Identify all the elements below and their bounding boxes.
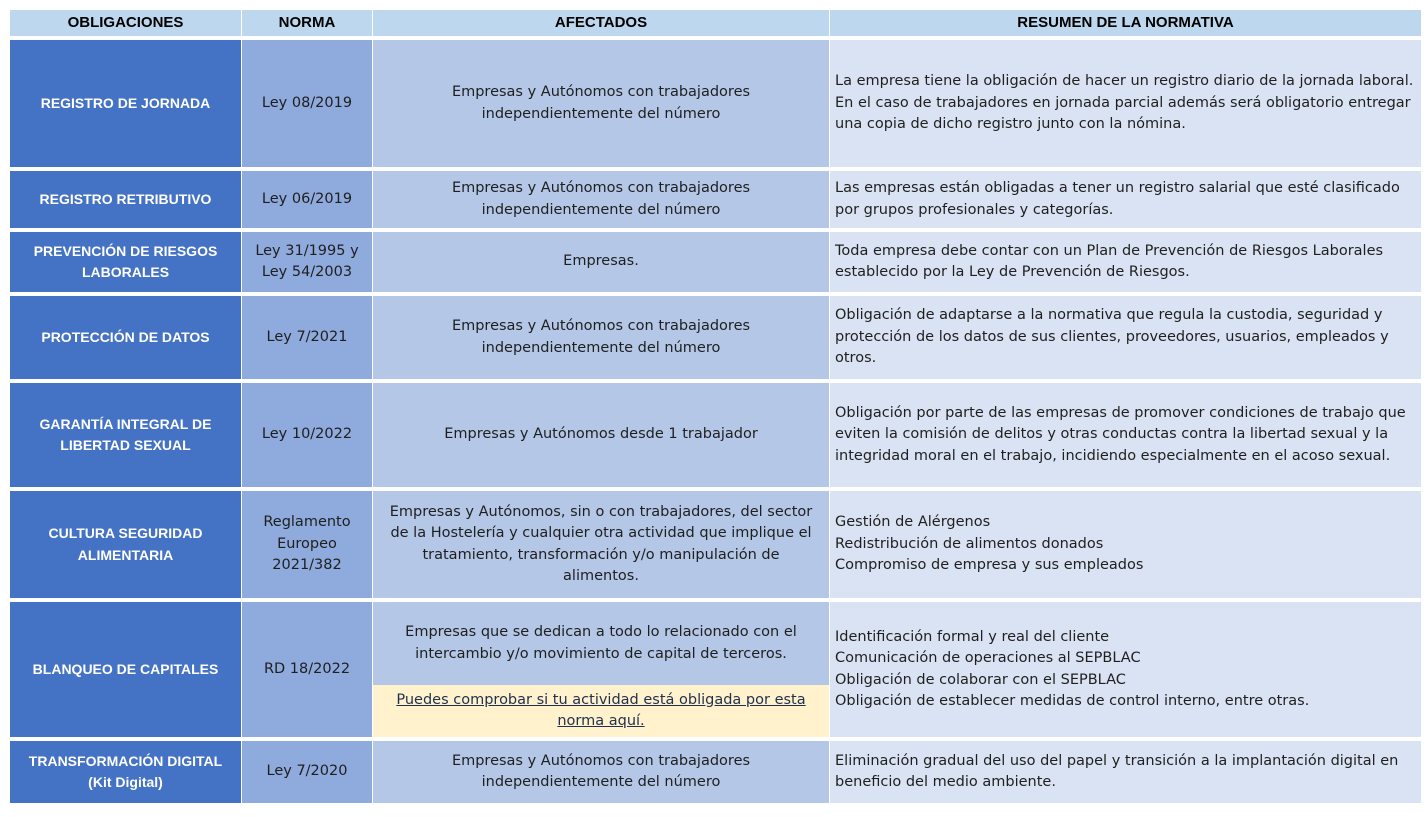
resumen-cell: Identificación formal y real del cliente… bbox=[830, 602, 1421, 737]
header-norma: NORMA bbox=[242, 10, 372, 36]
afectados-text: Empresas que se dedican a todo lo relaci… bbox=[405, 624, 797, 662]
norma-cell: Ley 7/2020 bbox=[242, 741, 372, 803]
resumen-cell: La empresa tiene la obligación de hacer … bbox=[830, 40, 1421, 167]
resumen-cell: Las empresas están obligadas a tener un … bbox=[830, 171, 1421, 228]
obligacion-cell: PREVENCIÓN DE RIESGOS LABORALES bbox=[10, 232, 241, 292]
resumen-cell: Gestión de Alérgenos Redistribución de a… bbox=[830, 491, 1421, 598]
obligacion-cell: PROTECCIÓN DE DATOS bbox=[10, 296, 241, 379]
norma-cell: RD 18/2022 bbox=[242, 602, 372, 737]
norma-cell: Ley 31/1995 y Ley 54/2003 bbox=[242, 232, 372, 292]
header-afectados: AFECTADOS bbox=[373, 10, 829, 36]
obligacion-cell: REGISTRO DE JORNADA bbox=[10, 40, 241, 167]
afectados-cell: Empresas y Autónomos, sin o con trabajad… bbox=[373, 491, 829, 598]
check-activity-link[interactable]: Puedes comprobar si tu actividad está ob… bbox=[396, 691, 806, 730]
obligacion-cell: TRANSFORMACIÓN DIGITAL (Kit Digital) bbox=[10, 741, 241, 803]
check-activity-box: Puedes comprobar si tu actividad está ob… bbox=[373, 685, 829, 737]
norma-cell: Reglamento Europeo 2021/382 bbox=[242, 491, 372, 598]
norma-cell: Ley 08/2019 bbox=[242, 40, 372, 167]
obligacion-cell: REGISTRO RETRIBUTIVO bbox=[10, 171, 241, 228]
afectados-cell: Empresas que se dedican a todo lo relaci… bbox=[373, 602, 829, 737]
obligations-table: OBLIGACIONES NORMA AFECTADOS RESUMEN DE … bbox=[10, 10, 1421, 803]
resumen-cell: Eliminación gradual del uso del papel y … bbox=[830, 741, 1421, 803]
afectados-cell: Empresas y Autónomos con trabajadores in… bbox=[373, 40, 829, 167]
header-resumen: RESUMEN DE LA NORMATIVA bbox=[830, 10, 1421, 36]
norma-cell: Ley 10/2022 bbox=[242, 383, 372, 487]
afectados-cell: Empresas. bbox=[373, 232, 829, 292]
obligacion-cell: BLANQUEO DE CAPITALES bbox=[10, 602, 241, 737]
header-obligaciones: OBLIGACIONES bbox=[10, 10, 241, 36]
obligacion-cell: GARANTÍA INTEGRAL DE LIBERTAD SEXUAL bbox=[10, 383, 241, 487]
resumen-cell: Obligación por parte de las empresas de … bbox=[830, 383, 1421, 487]
afectados-cell: Empresas y Autónomos con trabajadores in… bbox=[373, 171, 829, 228]
obligacion-cell: CULTURA SEGURIDAD ALIMENTARIA bbox=[10, 491, 241, 598]
norma-cell: Ley 06/2019 bbox=[242, 171, 372, 228]
norma-cell: Ley 7/2021 bbox=[242, 296, 372, 379]
afectados-cell: Empresas y Autónomos con trabajadores in… bbox=[373, 296, 829, 379]
resumen-cell: Toda empresa debe contar con un Plan de … bbox=[830, 232, 1421, 292]
afectados-cell: Empresas y Autónomos con trabajadores in… bbox=[373, 741, 829, 803]
afectados-cell: Empresas y Autónomos desde 1 trabajador bbox=[373, 383, 829, 487]
resumen-cell: Obligación de adaptarse a la normativa q… bbox=[830, 296, 1421, 379]
